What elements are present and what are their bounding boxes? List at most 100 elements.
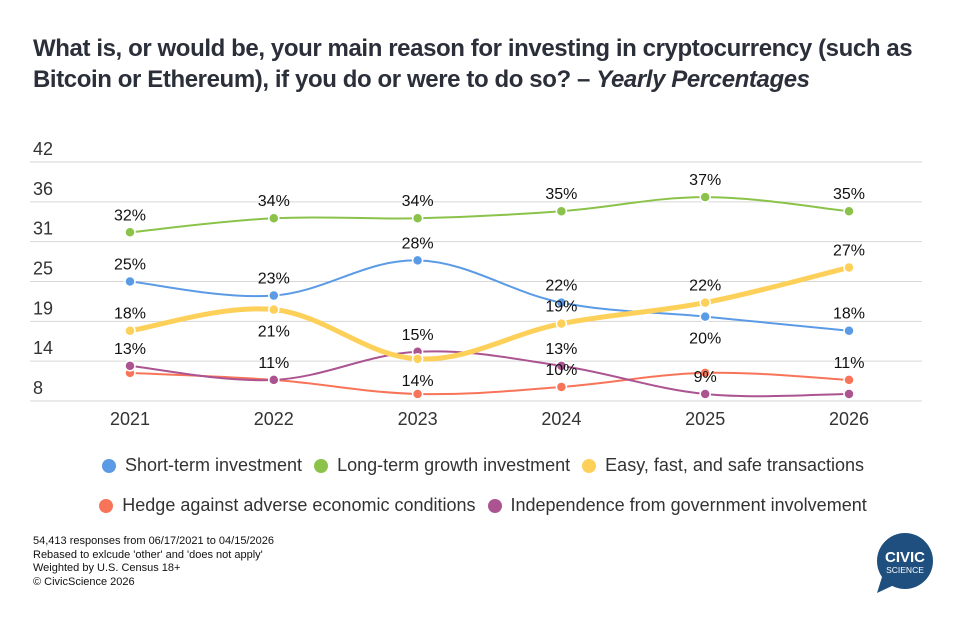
legend-row-1: Short-term investment Long-term growth i… [0, 455, 966, 476]
data-point[interactable] [124, 324, 136, 337]
x-tick-label: 2021 [110, 409, 150, 429]
logo-text-science: SCIENCE [886, 565, 924, 575]
data-point[interactable] [124, 226, 136, 239]
legend-item-short-term[interactable]: Short-term investment [102, 455, 302, 476]
footnote-copyright: © CivicScience 2026 [33, 575, 135, 588]
x-tick-label: 2023 [398, 409, 438, 429]
data-point[interactable] [843, 388, 855, 400]
data-point[interactable] [268, 303, 280, 316]
data-point[interactable] [699, 191, 711, 203]
series-lines [127, 196, 852, 398]
data-label: 34% [258, 193, 290, 210]
legend-label: Short-term investment [125, 455, 303, 475]
data-label: 18% [833, 306, 865, 323]
data-label: 18% [114, 306, 146, 323]
footnote-rebased: Rebased to exlcude 'other' and 'does not… [33, 548, 263, 561]
legend-label: Hedge against adverse economic condition… [122, 495, 476, 515]
data-point[interactable] [555, 360, 568, 372]
logo-text-civic: CIVIC [885, 549, 925, 566]
legend-label: Easy, fast, and safe transactions [605, 455, 864, 475]
data-label: 20% [689, 331, 721, 348]
data-label: 14% [402, 373, 434, 390]
footnote-responses: 54,413 responses from 06/17/2021 to 04/1… [33, 535, 274, 547]
data-label: 10% [545, 362, 577, 379]
legend-dot-icon [487, 498, 502, 513]
series-line-short-term-investment [129, 259, 850, 332]
data-label: 25% [114, 257, 146, 274]
data-point[interactable] [555, 296, 568, 309]
footnotes: 54,413 responses from 06/17/2021 to 04/1… [33, 535, 274, 589]
series-line-easy-fast-and-safe-transactions [127, 264, 852, 362]
footnote-weighted: Weighted by U.S. Census 18+ [33, 562, 181, 574]
data-label: 13% [114, 341, 146, 358]
data-point[interactable] [843, 261, 855, 274]
data-point[interactable] [555, 317, 568, 330]
data-point[interactable] [843, 324, 855, 337]
data-point[interactable] [843, 374, 855, 386]
data-label: 23% [258, 271, 290, 288]
data-point[interactable] [555, 381, 568, 393]
data-point[interactable] [699, 388, 711, 400]
data-label: 34% [402, 193, 434, 210]
data-label: 22% [689, 278, 721, 295]
legend-item-long-term[interactable]: Long-term growth investment [314, 455, 570, 476]
series-line-long-term-growth-investment [129, 196, 850, 234]
data-label: 22% [545, 278, 577, 295]
data-point[interactable] [411, 388, 424, 400]
title-main: What is, or would be, your main reason f… [33, 35, 913, 93]
y-tick-label: 31 [33, 219, 53, 239]
y-axis-ticks: 42 36 31 25 19 14 8 [33, 139, 53, 398]
data-point[interactable] [411, 212, 424, 224]
legend-dot-icon [582, 458, 597, 473]
logo-bubble [877, 533, 933, 589]
x-tick-label: 2022 [254, 409, 294, 429]
y-tick-label: 25 [33, 259, 53, 279]
civicscience-logo: CIVIC SCIENCE [877, 533, 933, 593]
data-point[interactable] [411, 353, 424, 365]
data-label: 35% [545, 186, 577, 203]
data-point[interactable] [843, 205, 855, 217]
y-tick-label: 14 [33, 338, 53, 358]
y-tick-label: 42 [33, 139, 53, 159]
data-point[interactable] [268, 374, 280, 386]
legend-dot-icon [314, 458, 329, 473]
data-label: 37% [689, 172, 721, 189]
y-tick-label: 36 [33, 179, 53, 199]
series-line-independence-from-government-involvement [129, 350, 850, 398]
y-tick-label: 19 [33, 298, 53, 318]
data-label: 19% [545, 299, 577, 316]
data-point[interactable] [699, 296, 711, 309]
legend-label: Independence from government involvement [510, 495, 867, 515]
line-chart: 42 36 31 25 19 14 8 2021 2022 2023 2024 2025 2026 1… [30, 139, 922, 429]
legend-item-hedge[interactable]: Hedge against adverse economic condition… [99, 495, 476, 516]
data-point[interactable] [124, 275, 136, 288]
legend-item-independence[interactable]: Independence from government involvement [487, 495, 867, 516]
data-label: 21% [258, 324, 290, 341]
data-label: 15% [402, 327, 434, 344]
x-tick-label: 2025 [685, 409, 725, 429]
data-point[interactable] [124, 360, 136, 372]
data-label: 9% [694, 369, 717, 386]
data-label: 35% [833, 186, 865, 203]
data-label: 32% [114, 207, 146, 224]
title-italic: Yearly Percentages [596, 66, 810, 93]
data-point[interactable] [699, 367, 711, 379]
data-point[interactable] [555, 205, 568, 217]
series-line-hedge-against-adverse-economic-conditions [129, 371, 850, 396]
legend-dot-icon [102, 458, 116, 473]
data-point[interactable] [699, 310, 711, 323]
data-label: 11% [834, 355, 865, 372]
logo-bubble-tail [877, 577, 894, 593]
legend-dot-icon [99, 498, 114, 513]
legend-label: Long-term growth investment [337, 455, 571, 475]
series-points [124, 191, 855, 400]
data-point[interactable] [268, 212, 280, 224]
data-point[interactable] [268, 289, 280, 302]
data-label: 13% [545, 341, 577, 358]
y-tick-label: 8 [33, 378, 43, 398]
data-label: 27% [833, 242, 865, 259]
data-point[interactable] [411, 254, 424, 267]
chart-title: What is, or would be, your main reason f… [33, 33, 933, 95]
data-label: 11% [258, 355, 289, 372]
legend-item-easy[interactable]: Easy, fast, and safe transactions [582, 455, 864, 476]
